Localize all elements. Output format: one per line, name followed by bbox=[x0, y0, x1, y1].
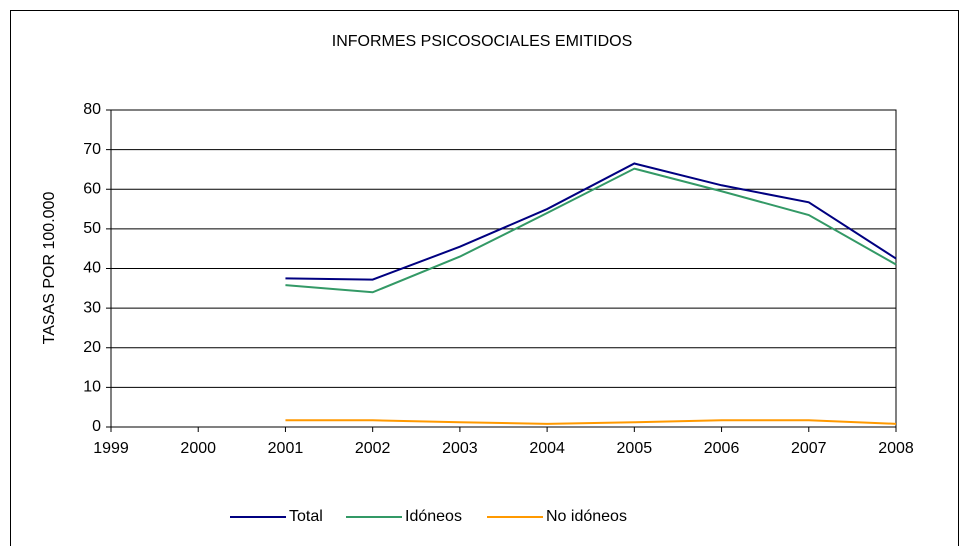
chart-frame bbox=[10, 10, 959, 546]
y-tick-label: 70 bbox=[83, 141, 101, 158]
series-line bbox=[285, 167, 897, 294]
legend-label: No idóneos bbox=[546, 508, 627, 525]
y-tick-label: 40 bbox=[83, 260, 101, 277]
y-tick-label: 60 bbox=[83, 180, 101, 197]
x-tick-label: 2006 bbox=[704, 440, 740, 457]
series-line bbox=[285, 419, 897, 425]
x-tick-label: 2000 bbox=[180, 440, 216, 457]
series-line bbox=[285, 162, 897, 281]
legend-label: Idóneos bbox=[405, 508, 462, 525]
y-tick-label: 0 bbox=[92, 418, 101, 435]
legend-label: Total bbox=[289, 508, 323, 525]
y-tick-label: 30 bbox=[83, 299, 101, 316]
x-tick-label: 2007 bbox=[791, 440, 827, 457]
y-tick-label: 20 bbox=[83, 339, 101, 356]
x-tick-label: 2003 bbox=[442, 440, 478, 457]
x-tick-label: 1999 bbox=[93, 440, 129, 457]
chart-title: INFORMES PSICOSOCIALES EMITIDOS bbox=[332, 33, 633, 50]
y-tick-label: 10 bbox=[83, 379, 101, 396]
x-tick-label: 2005 bbox=[617, 440, 653, 457]
x-tick-label: 2004 bbox=[529, 440, 565, 457]
x-tick-label: 2002 bbox=[355, 440, 391, 457]
y-tick-label: 50 bbox=[83, 220, 101, 237]
x-tick-label: 2008 bbox=[878, 440, 914, 457]
y-tick-label: 80 bbox=[83, 101, 101, 118]
y-axis-label: TASAS POR 100.000 bbox=[41, 192, 58, 345]
x-tick-label: 2001 bbox=[268, 440, 304, 457]
